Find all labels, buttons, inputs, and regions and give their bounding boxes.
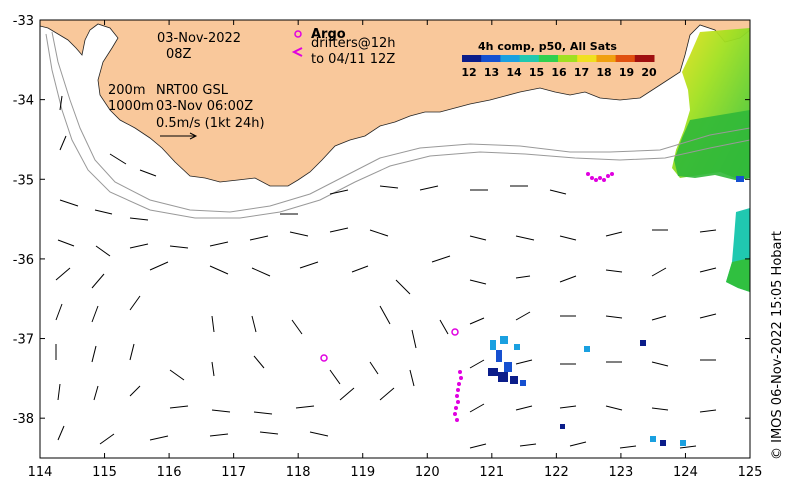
colorbar-tick-label: 19 — [619, 66, 634, 79]
x-tick-label: 115 — [92, 465, 117, 480]
x-tick-label: 125 — [738, 465, 763, 480]
y-tick-label: -37 — [13, 333, 34, 348]
drifter-legend-line-1: drifters@12h — [311, 36, 396, 51]
colorbar-title: 4h comp, p50, All Sats — [478, 40, 617, 53]
y-axis: -33 -34 -35 -36 -37 -38 — [13, 14, 750, 427]
x-tick-label: 117 — [221, 465, 246, 480]
hour-label: 08Z — [166, 47, 192, 62]
depth-200m-label: 200m — [108, 83, 145, 98]
x-tick-label: 118 — [286, 465, 311, 480]
argo-legend-marker — [294, 30, 302, 38]
colorbar-segment — [634, 55, 655, 62]
colorbar-tick-label: 18 — [596, 66, 611, 79]
product-label: NRT00 GSL — [156, 83, 229, 98]
colorbar-tick-label: 17 — [574, 66, 589, 79]
isobath-1000m — [45, 33, 750, 219]
colorbar-segment — [558, 55, 578, 62]
colorbar-segment — [615, 55, 636, 62]
y-tick-label: -35 — [13, 173, 34, 188]
colorbar-tick-label: 15 — [529, 66, 544, 79]
x-tick-label: 114 — [28, 465, 53, 480]
argo-float-marker — [451, 328, 459, 336]
colorbar-tick-label: 20 — [641, 66, 657, 79]
x-tick-label: 122 — [544, 465, 569, 480]
x-tick-label: 121 — [479, 465, 504, 480]
y-tick-label: -33 — [13, 14, 34, 29]
colorbar-tick-label: 12 — [461, 66, 476, 79]
drifter-tracks — [453, 172, 614, 422]
x-tick-label: 124 — [673, 465, 698, 480]
colorbar-segment — [500, 55, 521, 62]
drifter-legend-line-2: to 04/11 12Z — [311, 52, 395, 67]
colorbar-tick-label: 14 — [506, 66, 522, 79]
sst-patches-south — [488, 176, 744, 446]
colorbar-segment — [538, 55, 559, 62]
colorbar-segment — [462, 55, 482, 62]
scale-label: 0.5m/s (1kt 24h) — [156, 116, 265, 131]
x-axis: 114 115 116 117 118 119 120 121 122 123 124 125 — [28, 20, 763, 480]
depth-1000m-label: 1000m — [108, 99, 154, 114]
y-tick-label: -34 — [13, 94, 34, 109]
x-tick-label: 120 — [415, 465, 440, 480]
colorbar-segment — [596, 55, 617, 62]
drifter-legend-marker — [291, 47, 303, 57]
colorbar-segment — [577, 55, 597, 62]
sst-patch-east-green — [674, 110, 750, 180]
credit-label: © IMOS 06-Nov-2022 15:05 Hobart — [770, 231, 785, 460]
colorbar-ramp — [462, 55, 655, 62]
colorbar-ticks: 12 13 14 15 16 17 18 19 20 — [461, 66, 657, 79]
product-time-label: 03-Nov 06:00Z — [156, 99, 253, 114]
argo-legend-label: Argo — [311, 27, 346, 42]
isobath-200m — [51, 31, 750, 213]
x-tick-label: 116 — [157, 465, 182, 480]
scale-arrow-head — [189, 132, 198, 140]
colorbar: 4h comp, p50, All Sats 12 13 14 15 16 17 18 19 2… — [457, 38, 657, 79]
argo-float-marker — [320, 354, 328, 362]
y-tick-label: -38 — [13, 412, 34, 427]
x-tick-label: 123 — [608, 465, 633, 480]
x-tick-label: 119 — [350, 465, 375, 480]
plot-frame — [39, 19, 751, 459]
y-tick-label: -36 — [13, 253, 34, 268]
current-vectors — [55, 95, 717, 449]
colorbar-segment — [519, 55, 540, 62]
colorbar-segment — [481, 55, 501, 62]
date-label: 03-Nov-2022 — [157, 31, 241, 46]
sst-patch-right-edge-green — [726, 258, 750, 292]
colorbar-tick-label: 16 — [551, 66, 567, 79]
colorbar-tick-label: 13 — [484, 66, 499, 79]
